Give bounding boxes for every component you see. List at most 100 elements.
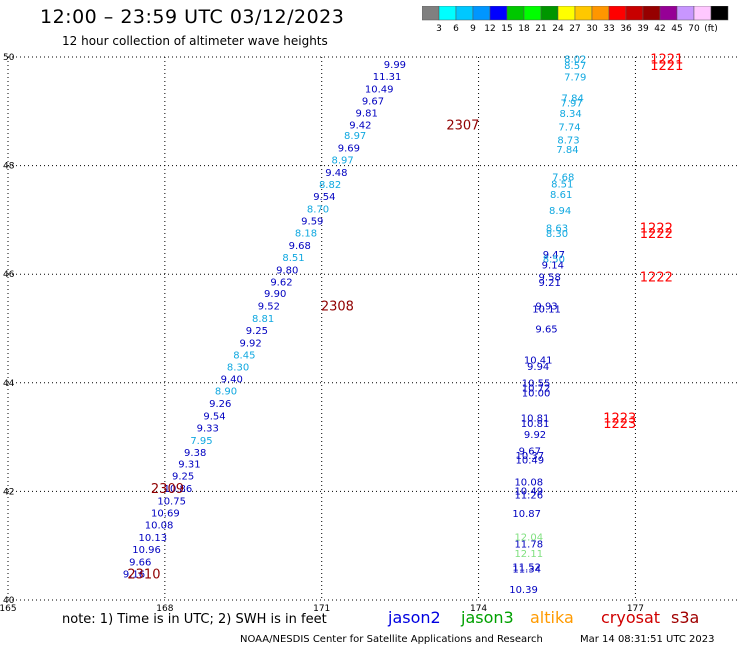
wave-height-point: 7.97 — [561, 99, 583, 110]
wave-height-point: 10.86 — [164, 484, 193, 495]
wave-height-point: 10.75 — [157, 497, 186, 508]
wave-height-point: 12.04 — [514, 532, 543, 543]
wave-height-point: 9.42 — [349, 120, 371, 131]
wave-height-point: 8.02 — [564, 55, 586, 66]
time-label: 2307 — [446, 118, 479, 133]
wave-height-point: 9.25 — [172, 472, 194, 483]
wave-height-point: 10.39 — [509, 585, 538, 596]
wave-height-point: 8.57 — [564, 61, 586, 72]
mission-s3a: s3a — [671, 608, 700, 627]
colorbar-label: 12 — [484, 24, 495, 34]
wave-height-point: 10.41 — [524, 355, 553, 366]
wave-height-point: 8.63 — [546, 224, 568, 235]
colorbar-label: (ft) — [704, 24, 718, 34]
wave-height-point: 8.30 — [227, 363, 249, 374]
wave-height-point: 8.82 — [319, 180, 341, 191]
wave-height-point: 9.14 — [542, 260, 564, 271]
wave-height-point: 9.54 — [313, 192, 335, 203]
wave-height-point: 8.81 — [252, 314, 274, 325]
x-tick-label: 168 — [156, 604, 173, 614]
wave-height-point: 8.61 — [550, 190, 572, 201]
wave-height-point: 11.52 — [512, 562, 541, 573]
wave-height-point: 10.49 — [515, 455, 544, 466]
wave-height-point: 10.96 — [132, 545, 161, 556]
y-tick-label: 46 — [3, 270, 15, 280]
colorbar-label: 45 — [671, 24, 682, 34]
wave-height-point: 7.68 — [552, 172, 574, 183]
footer-credit: NOAA/NESDIS Center for Satellite Applica… — [240, 634, 543, 645]
y-tick-label: 44 — [3, 379, 15, 389]
wave-height-point: 9.26 — [209, 399, 231, 410]
x-tick-label: 165 — [0, 604, 17, 614]
legend-note: note: 1) Time is in UTC; 2) SWH is in fe… — [62, 612, 327, 627]
colorbar-label: 39 — [637, 24, 649, 34]
wave-height-point: 9.48 — [325, 168, 347, 179]
wave-height-point: 9.54 — [203, 411, 225, 422]
wave-height-point: 10.81 — [521, 419, 550, 430]
y-tick-label: 48 — [3, 162, 15, 172]
wave-height-point: 9.33 — [197, 423, 219, 434]
x-tick-label: 177 — [627, 604, 644, 614]
wave-height-point: 9.62 — [270, 277, 292, 288]
wave-height-point: 8.34 — [559, 109, 581, 120]
wave-height-point: 9.93 — [535, 302, 557, 313]
wave-height-point: 10.81 — [521, 414, 550, 425]
wave-height-point: 9.92 — [524, 430, 546, 441]
colorbar-label: 33 — [603, 24, 614, 34]
colorbar-label: 70 — [688, 24, 700, 34]
time-label: 1221 — [650, 53, 683, 68]
wave-height-point: 8.90 — [215, 386, 237, 397]
colorbar-label: 21 — [535, 24, 546, 34]
time-label: 2309 — [151, 482, 184, 497]
wave-height-point: 9.21 — [539, 278, 561, 289]
wave-height-point: 9.92 — [239, 339, 261, 350]
wave-height-point: 8.94 — [549, 206, 571, 217]
y-tick-label: 50 — [3, 53, 15, 63]
wave-height-point: 7.84 — [556, 145, 578, 156]
time-label: 1222 — [640, 270, 673, 285]
x-tick-label: 171 — [313, 604, 330, 614]
mission-cryosat: cryosat — [601, 608, 661, 627]
mission-jason3: jason3 — [461, 608, 514, 627]
chart-subtitle: 12 hour collection of altimeter wave hei… — [62, 34, 328, 48]
wave-height-point: 9.38 — [184, 448, 206, 459]
colorbar-swatch — [710, 6, 729, 21]
wave-height-point: 8.73 — [557, 136, 579, 147]
wave-height-point: 11.78 — [514, 540, 543, 551]
wave-height-point: 7.95 — [190, 436, 212, 447]
colorbar-label: 15 — [501, 24, 512, 34]
wave-height-point: 9.59 — [301, 216, 323, 227]
colorbar-label: 24 — [552, 24, 564, 34]
wave-height-point: 9.69 — [338, 144, 360, 155]
wave-height-point: 10.49 — [365, 84, 394, 95]
wave-height-point: 8.97 — [331, 156, 353, 167]
wave-height-point: 7.84 — [562, 94, 584, 105]
time-label: 1221 — [650, 59, 683, 74]
wave-height-point: 10.69 — [151, 509, 180, 520]
time-label: 1222 — [640, 222, 673, 237]
wave-height-point: 10.37 — [515, 451, 544, 462]
wave-height-point: 9.16 — [123, 569, 145, 580]
wave-height-point: 10.13 — [139, 533, 168, 544]
wave-height-point: 10.72 — [522, 384, 551, 395]
y-tick-label: 42 — [3, 487, 14, 497]
wave-height-point: 10.08 — [145, 521, 174, 532]
mission-jason2: jason2 — [388, 608, 441, 627]
wave-height-point: 8.51 — [282, 253, 304, 264]
colorbar-label: 36 — [620, 24, 632, 34]
wave-height-point: 7.79 — [564, 73, 586, 84]
wave-height-point: 11.34 — [512, 565, 541, 576]
wave-height-point: 8.30 — [546, 229, 568, 240]
wave-height-point: 12.11 — [514, 549, 543, 560]
wave-height-point: 8.50 — [543, 254, 565, 265]
wave-height-point: 11.31 — [373, 72, 402, 83]
wave-height-point: 9.81 — [356, 108, 378, 119]
time-label: 1222 — [640, 227, 673, 242]
wave-height-point: 8.45 — [233, 351, 255, 362]
wave-height-point: 8.70 — [307, 204, 329, 215]
wave-height-point: 11.26 — [514, 491, 543, 502]
wave-height-point: 9.25 — [246, 326, 268, 337]
colorbar-label: 9 — [470, 24, 476, 34]
wave-height-point: 9.52 — [258, 302, 280, 313]
